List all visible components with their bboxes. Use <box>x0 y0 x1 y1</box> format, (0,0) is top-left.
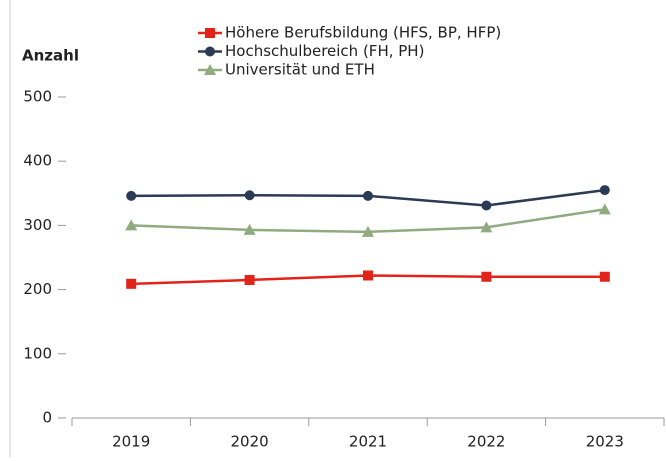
marker <box>363 190 373 201</box>
marker <box>481 200 492 211</box>
y-tick-label: 400 <box>23 152 52 170</box>
marker <box>205 28 215 38</box>
marker <box>126 190 137 201</box>
x-tick-label: 2021 <box>349 433 387 451</box>
x-tick-label: 2023 <box>586 433 624 451</box>
marker <box>481 271 492 282</box>
marker <box>244 274 255 285</box>
marker <box>243 223 256 235</box>
marker <box>598 203 611 215</box>
legend-label: Hochschulbereich (FH, PH) <box>225 42 424 60</box>
marker <box>205 46 215 57</box>
marker <box>362 225 374 237</box>
x-tick-label: 2022 <box>467 433 505 451</box>
marker <box>599 271 610 282</box>
legend-label: Universität und ETH <box>225 61 375 79</box>
marker <box>244 190 255 201</box>
x-tick-label: 2019 <box>112 433 150 451</box>
legend-label: Höhere Berufsbildung (HFS, BP, HFP) <box>225 24 501 42</box>
marker <box>126 278 137 289</box>
marker <box>599 185 610 196</box>
y-axis-label: Anzahl <box>22 47 79 65</box>
marker <box>125 219 138 231</box>
y-tick-label: 300 <box>23 216 52 234</box>
marker <box>480 221 493 233</box>
y-tick-label: 500 <box>23 88 52 106</box>
y-tick-label: 100 <box>23 344 52 362</box>
y-tick-label: 200 <box>23 280 52 298</box>
y-tick-label: 0 <box>42 409 52 427</box>
marker <box>204 64 216 75</box>
x-tick-label: 2020 <box>231 433 269 451</box>
marker <box>363 270 373 281</box>
